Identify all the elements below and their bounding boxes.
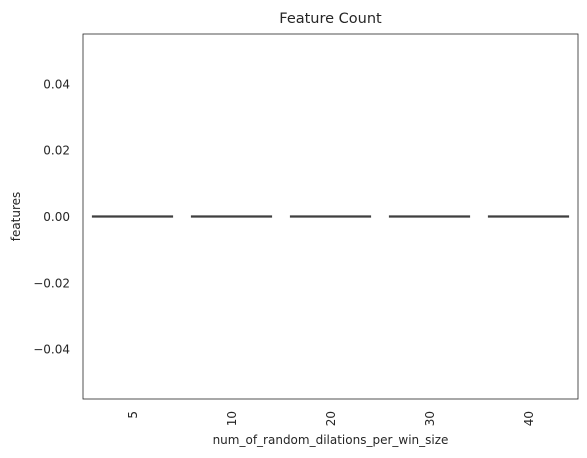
plot-frame xyxy=(82,33,579,400)
y-tick-label: 0.00 xyxy=(43,210,70,224)
y-tick-label: −0.02 xyxy=(33,276,70,290)
y-tick-label: −0.04 xyxy=(33,343,70,357)
y-tick-label: 0.02 xyxy=(43,144,70,158)
x-tick-label: 10 xyxy=(225,411,239,426)
y-tick-label: 0.04 xyxy=(43,77,70,91)
x-tick-label: 40 xyxy=(522,411,536,426)
chart-title: Feature Count xyxy=(279,11,382,27)
x-tick-label: 20 xyxy=(324,411,338,426)
x-axis-label: num_of_random_dilations_per_win_size xyxy=(213,433,449,447)
x-axis-ticks: 5 10 20 30 40 xyxy=(126,411,536,426)
x-tick-label: 5 xyxy=(126,411,140,419)
y-axis-label: features xyxy=(9,192,23,242)
x-tick-label: 30 xyxy=(423,411,437,426)
y-axis-ticks: −0.04 −0.02 0.00 0.02 0.04 xyxy=(33,77,70,356)
